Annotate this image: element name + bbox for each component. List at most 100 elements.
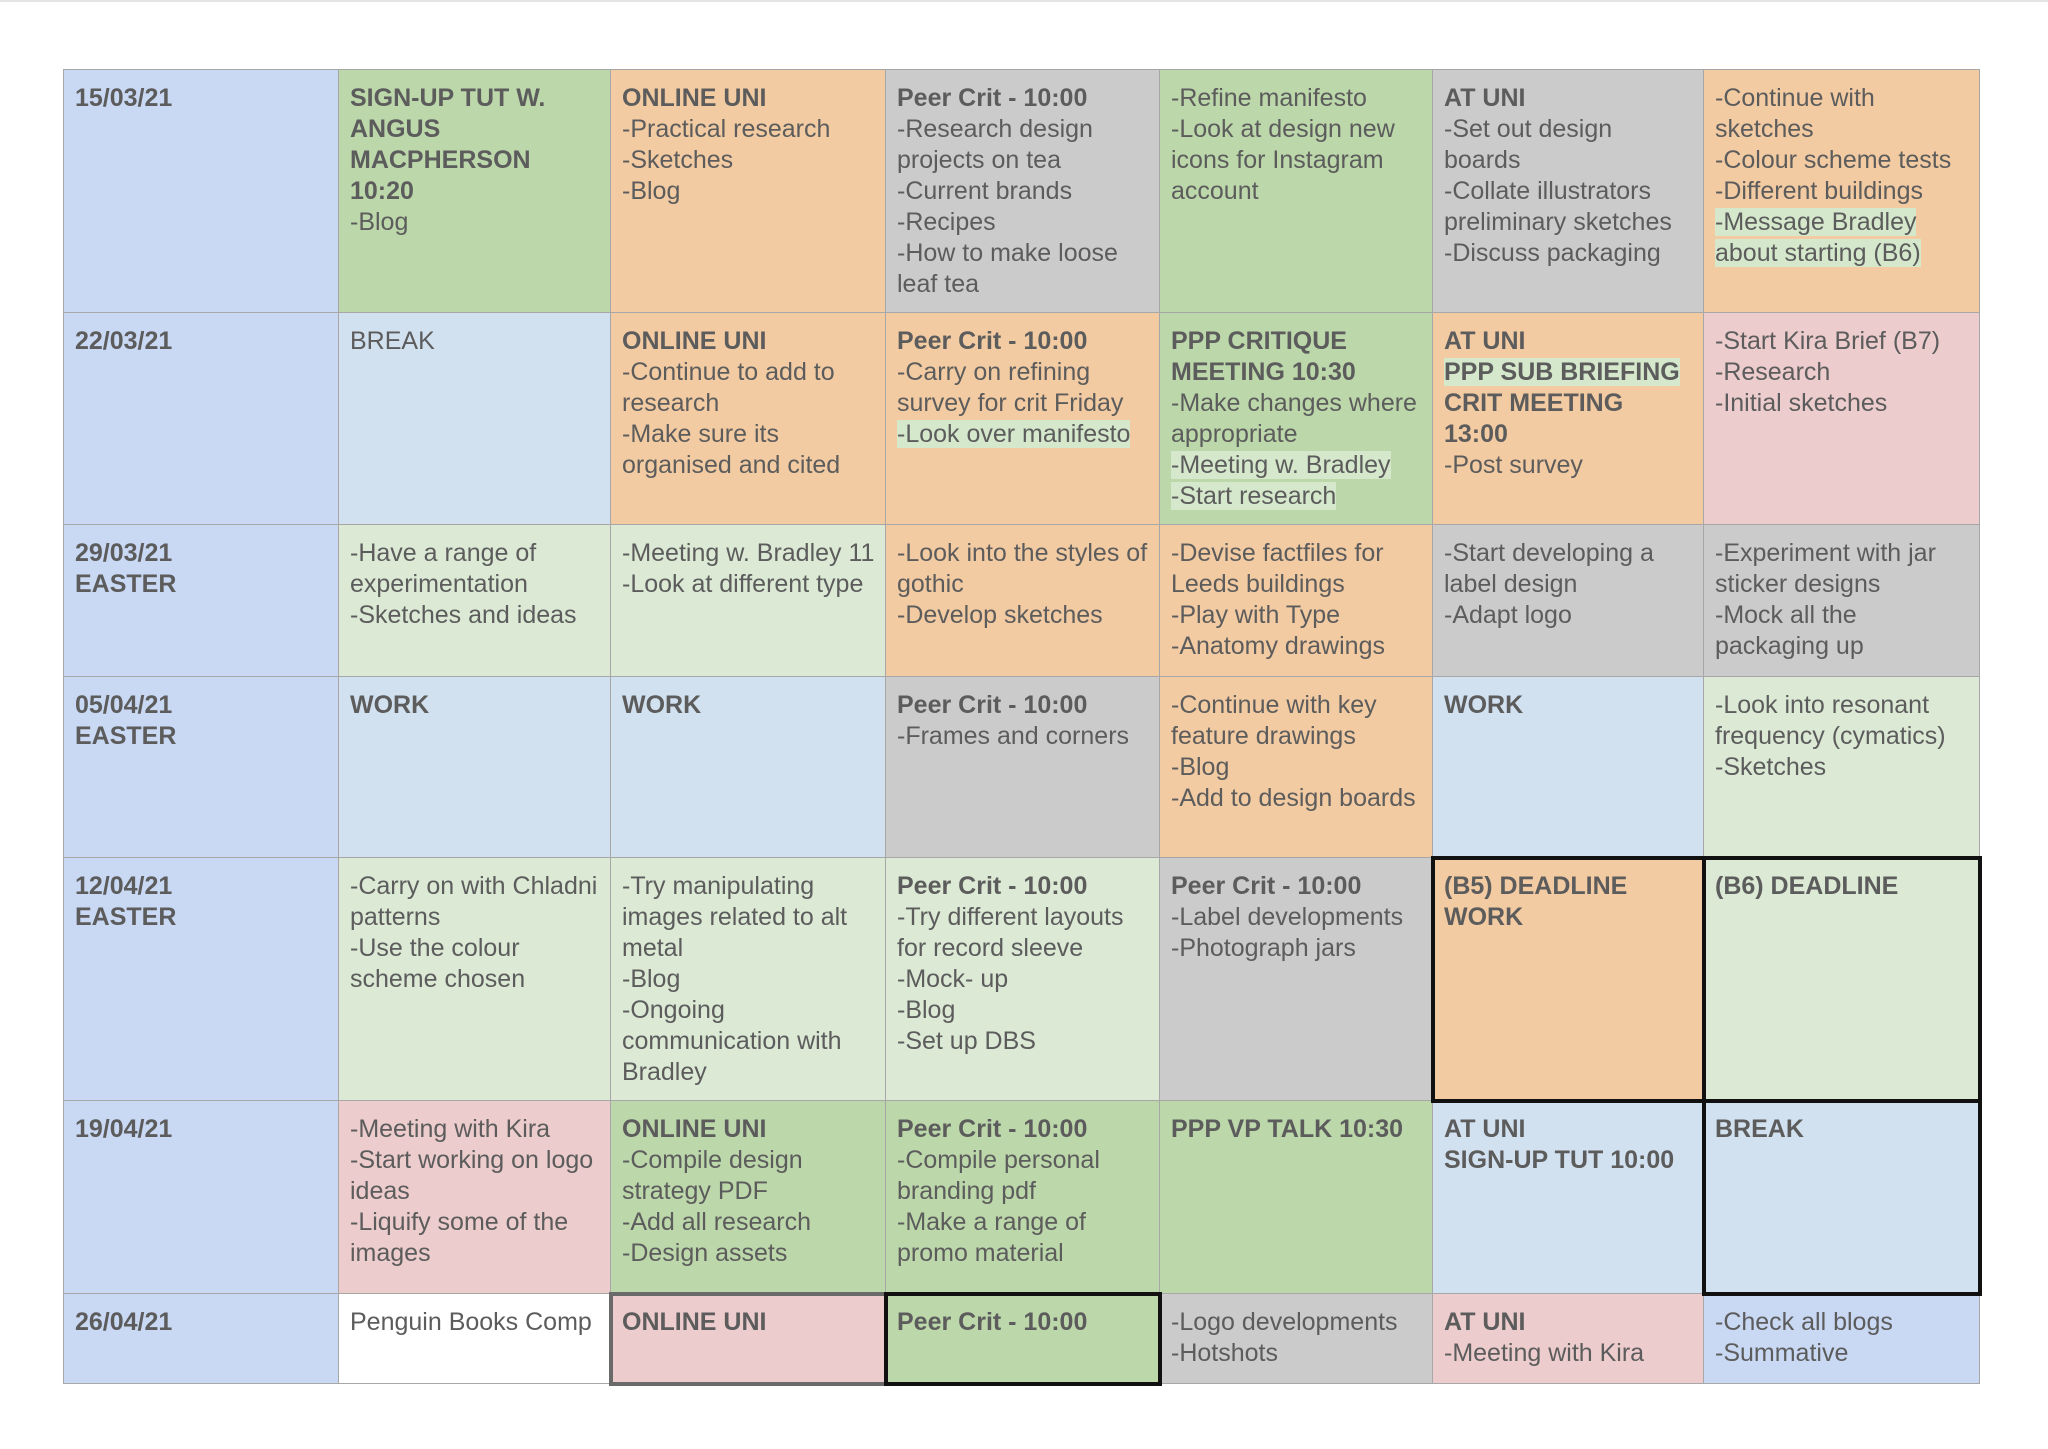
- week-row: 26/04/21 Penguin Books Comp ONLINE UNI Peer…: [63, 1291, 1980, 1386]
- week-note: EASTER: [75, 903, 177, 931]
- day-cell: -Look into the styles of gothic -Develop …: [885, 524, 1160, 677]
- day-cell: Peer Crit - 10:00 -Try different layouts …: [885, 857, 1160, 1101]
- task-heading: BREAK: [1715, 1115, 1804, 1143]
- day-cell: -Experiment with jar sticker designs -Moc…: [1703, 524, 1980, 677]
- highlighted-task-line: -Look over manifesto: [897, 419, 1149, 450]
- task-line: -Blog: [622, 965, 681, 993]
- day-cell: (B6) DEADLINE: [1701, 855, 1982, 1103]
- task-heading: Peer Crit - 10:00: [897, 84, 1088, 112]
- task-line: -Compile design strategy PDF: [622, 1146, 803, 1205]
- task-heading: WORK: [622, 691, 702, 719]
- task-line: -Make sure its organised and cited: [622, 420, 841, 479]
- week-date: 15/03/21: [75, 84, 173, 112]
- task-line: -Summative: [1715, 1339, 1849, 1367]
- task-line: -Initial sketches: [1715, 389, 1888, 417]
- day-cell: WORK: [338, 676, 611, 858]
- day-cell: BREAK: [1701, 1098, 1982, 1296]
- task-heading: AT UNI: [1444, 327, 1526, 355]
- task-line: -Blog: [622, 177, 681, 205]
- day-cell: PPP VP TALK 10:30: [1159, 1100, 1433, 1294]
- day-cell: AT UNI SIGN-UP TUT 10:00: [1432, 1100, 1704, 1294]
- task-line: -Look into the styles of gothic: [897, 539, 1148, 598]
- day-cell: -Check all blogs -Summative: [1703, 1293, 1980, 1384]
- task-line: -Mock all the packaging up: [1715, 601, 1864, 660]
- task-line: -Recipes: [897, 208, 996, 236]
- task-line: -Develop sketches: [897, 601, 1103, 629]
- task-line: -Carry on refining survey for crit Frida…: [897, 358, 1124, 417]
- week-date: 22/03/21: [75, 327, 173, 355]
- task-heading: Peer Crit - 10:00: [897, 1115, 1088, 1143]
- page-top-border: [0, 0, 2048, 2]
- task-line: -Design assets: [622, 1239, 788, 1267]
- task-line: -Collate illustrators preliminary sketch…: [1444, 177, 1672, 236]
- task-heading: (B5) DEADLINE WORK: [1444, 872, 1628, 931]
- day-cell: -Have a range of experimentation -Sketche…: [338, 524, 611, 677]
- task-line: -Sketches and ideas: [350, 601, 577, 629]
- day-cell: -Carry on with Chladni patterns -Use the …: [338, 857, 611, 1101]
- day-cell: Peer Crit - 10:00 -Frames and corners: [885, 676, 1160, 858]
- task-line: -Look at different type: [622, 570, 864, 598]
- task-line: -Set up DBS: [897, 1027, 1036, 1055]
- task-text: PPP SUB BRIEFING: [1444, 358, 1680, 386]
- task-heading: Peer Crit - 10:00: [897, 872, 1088, 900]
- day-cell: Peer Crit - 10:00 -Label developments -Pho…: [1159, 857, 1433, 1101]
- task-heading: PPP VP TALK 10:30: [1171, 1115, 1404, 1143]
- day-cell: AT UNI PPP SUB BRIEFING CRIT MEETING 13:00…: [1432, 312, 1704, 525]
- task-line: -Add to design boards: [1171, 784, 1416, 812]
- week-row: 12/04/21 EASTER -Carry on with Chladni pat…: [63, 855, 1982, 1103]
- week-note: EASTER: [75, 722, 177, 750]
- task-line: -Carry on with Chladni patterns: [350, 872, 598, 931]
- week-row: 15/03/21 SIGN-UP TUT W. ANGUS MACPHERSON …: [63, 69, 1980, 313]
- day-cell: Peer Crit - 10:00 -Carry on refining surv…: [885, 312, 1160, 525]
- task-line: -Photograph jars: [1171, 934, 1356, 962]
- task-heading: SIGN-UP TUT 10:00: [1444, 1146, 1675, 1174]
- week-date: 26/04/21: [75, 1308, 173, 1336]
- task-line: -Try manipulating images related to alt …: [622, 872, 848, 962]
- highlighted-task-line: PPP SUB BRIEFING: [1444, 357, 1693, 388]
- day-cell: -Continue with sketches -Colour scheme te…: [1703, 69, 1980, 313]
- task-line: -Use the colour scheme chosen: [350, 934, 526, 993]
- day-cell: SIGN-UP TUT W. ANGUS MACPHERSON 10:20 -Bl…: [338, 69, 611, 313]
- task-line: -Ongoing communication with Bradley: [622, 996, 842, 1086]
- task-heading: WORK: [1444, 691, 1524, 719]
- task-line: -Check all blogs: [1715, 1308, 1893, 1336]
- task-line: -Different buildings: [1715, 177, 1923, 205]
- task-line: -Research design projects on tea: [897, 115, 1093, 174]
- week-row: 19/04/21 -Meeting with Kira -Start working…: [63, 1098, 1982, 1296]
- week-date: 12/04/21: [75, 872, 173, 900]
- task-line: -Blog: [897, 996, 956, 1024]
- task-line: -Make changes where appropriate: [1171, 389, 1417, 448]
- task-heading: Peer Crit - 10:00: [897, 1308, 1088, 1336]
- task-line: -Try different layouts for record sleeve: [897, 903, 1124, 962]
- task-line: -Meeting with Kira: [350, 1115, 551, 1143]
- task-line: -Set out design boards: [1444, 115, 1613, 174]
- week-row: 05/04/21 EASTER WORK WORK Peer Crit - 10:00 -…: [63, 676, 1980, 858]
- task-line: -Anatomy drawings: [1171, 632, 1385, 660]
- task-heading: CRIT MEETING 13:00: [1444, 389, 1624, 448]
- week-date-cell: 15/03/21: [63, 69, 339, 313]
- task-line: Penguin Books Comp: [350, 1308, 592, 1336]
- schedule-body: 15/03/21 SIGN-UP TUT W. ANGUS MACPHERSON …: [63, 69, 1982, 1386]
- task-heading: Peer Crit - 10:00: [897, 691, 1088, 719]
- task-line: -Research: [1715, 358, 1831, 386]
- week-date: 19/04/21: [75, 1115, 173, 1143]
- week-date-cell: 22/03/21: [63, 312, 339, 525]
- task-line: -Look into resonant frequency (cymatics): [1715, 691, 1946, 750]
- highlighted-task-line: -Message Bradley about starting (B6): [1715, 207, 1969, 269]
- week-date: 29/03/21: [75, 539, 173, 567]
- task-line: -Current brands: [897, 177, 1073, 205]
- day-cell: -Look into resonant frequency (cymatics)…: [1703, 676, 1980, 858]
- task-line: -Continue with sketches: [1715, 84, 1875, 143]
- day-cell: AT UNI -Meeting with Kira: [1432, 1293, 1704, 1384]
- day-cell: PPP CRITIQUE MEETING 10:30 -Make changes …: [1159, 312, 1433, 525]
- day-cell: WORK: [610, 676, 886, 858]
- week-row: 29/03/21 EASTER -Have a range of experimen…: [63, 524, 1980, 677]
- day-cell: -Meeting w. Bradley 11 -Look at different…: [610, 524, 886, 677]
- task-line: -Add all research: [622, 1208, 811, 1236]
- task-line: -Devise factfiles for Leeds buildings: [1171, 539, 1384, 598]
- task-heading: Peer Crit - 10:00: [1171, 872, 1362, 900]
- task-line: -Label developments: [1171, 903, 1404, 931]
- task-heading: SIGN-UP TUT W. ANGUS MACPHERSON 10:20: [350, 84, 546, 205]
- task-heading: AT UNI: [1444, 84, 1526, 112]
- day-cell: -Meeting with Kira -Start working on logo…: [338, 1100, 611, 1294]
